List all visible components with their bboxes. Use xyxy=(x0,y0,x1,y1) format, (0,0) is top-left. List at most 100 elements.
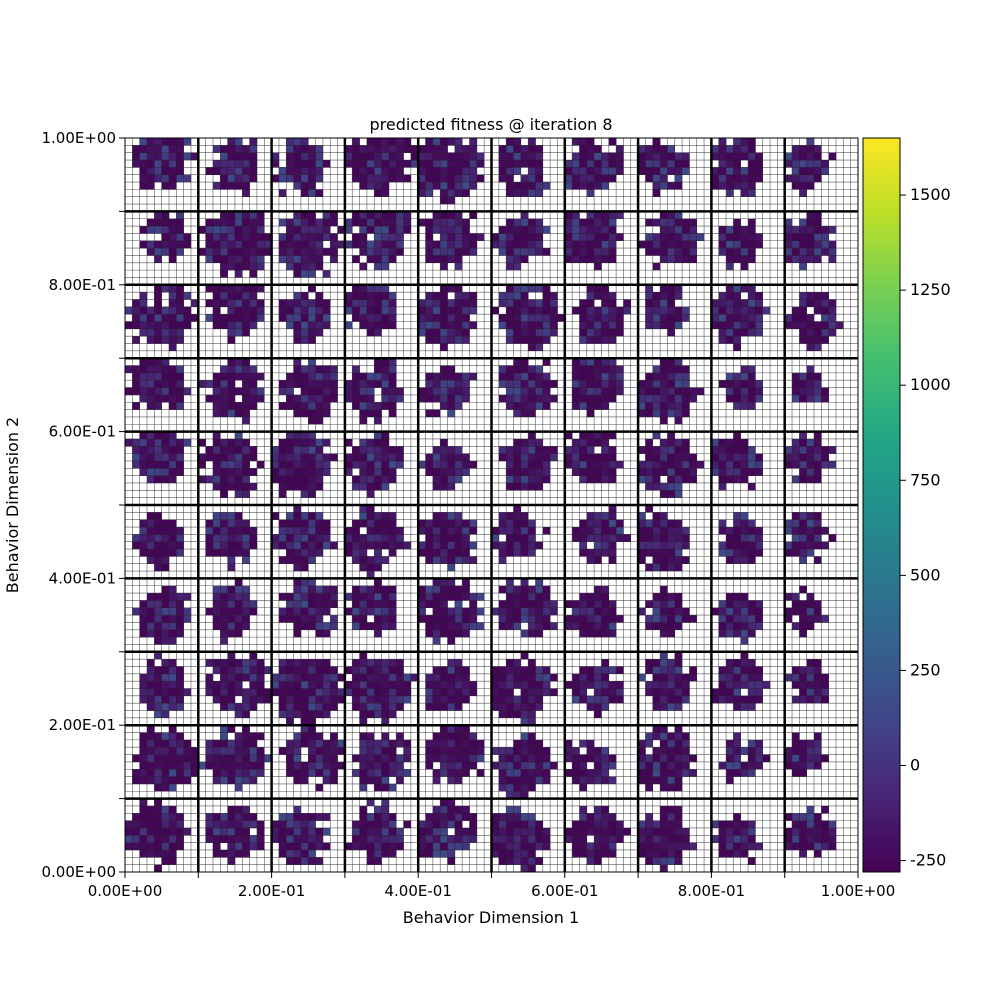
heatmap-cell xyxy=(674,182,683,190)
heatmap-cell xyxy=(146,358,155,366)
heatmap-cell xyxy=(513,306,522,315)
heatmap-cell xyxy=(748,380,756,388)
heatmap-cell xyxy=(440,211,448,219)
heatmap-cell xyxy=(308,622,316,630)
heatmap-cell xyxy=(359,387,368,396)
heatmap-cell xyxy=(513,218,522,227)
heatmap-cell xyxy=(454,827,463,836)
heatmap-cell xyxy=(242,453,250,462)
heatmap-cell xyxy=(506,857,514,865)
heatmap-cell xyxy=(586,409,595,418)
heatmap-cell xyxy=(249,732,258,741)
heatmap-cell xyxy=(220,394,228,403)
heatmap-cell xyxy=(616,372,624,381)
heatmap-cell xyxy=(535,328,544,337)
heatmap-cell xyxy=(454,314,463,322)
heatmap-cell xyxy=(146,431,155,440)
heatmap-cell xyxy=(726,739,734,748)
heatmap-cell xyxy=(381,189,390,197)
heatmap-cell xyxy=(315,292,324,300)
heatmap-cell xyxy=(359,563,368,572)
heatmap-cell xyxy=(168,284,177,293)
heatmap-cell xyxy=(535,240,544,249)
heatmap-cell xyxy=(674,549,683,557)
heatmap-cell xyxy=(168,343,177,352)
heatmap-cell xyxy=(667,358,675,366)
heatmap-cell xyxy=(366,409,375,418)
heatmap-cell xyxy=(821,394,829,403)
heatmap-cell xyxy=(586,292,595,300)
heatmap-cell xyxy=(212,512,221,520)
heatmap-cell xyxy=(535,372,544,381)
heatmap-cell xyxy=(198,761,206,770)
heatmap-cell xyxy=(799,167,807,175)
heatmap-cell xyxy=(293,328,302,337)
heatmap-cell xyxy=(440,747,448,755)
heatmap-cell xyxy=(286,820,294,829)
heatmap-cell xyxy=(674,226,683,234)
heatmap-cell xyxy=(432,688,441,697)
heatmap-cell xyxy=(689,468,697,476)
heatmap-cell xyxy=(748,233,756,241)
heatmap-cell xyxy=(154,549,162,557)
heatmap-cell xyxy=(396,534,404,542)
heatmap-cell xyxy=(638,556,646,564)
heatmap-cell xyxy=(469,167,478,175)
heatmap-cell xyxy=(308,284,316,293)
heatmap-cell xyxy=(132,776,140,785)
heatmap-cell xyxy=(645,240,653,249)
heatmap-cell xyxy=(806,805,815,814)
heatmap-cell xyxy=(432,607,441,616)
heatmap-cell xyxy=(594,372,602,381)
heatmap-cell xyxy=(476,607,485,616)
heatmap-cell xyxy=(315,402,324,410)
heatmap-cell xyxy=(520,666,529,675)
heatmap-cell xyxy=(682,556,690,564)
heatmap-cell xyxy=(535,695,544,704)
heatmap-cell xyxy=(293,673,302,682)
heatmap-cell xyxy=(799,820,807,829)
heatmap-cell xyxy=(374,769,382,777)
heatmap-cell xyxy=(491,813,500,821)
heatmap-cell xyxy=(806,453,815,462)
heatmap-cell xyxy=(528,446,536,454)
heatmap-cell xyxy=(425,299,434,308)
heatmap-cell xyxy=(322,541,331,550)
heatmap-cell xyxy=(366,138,375,146)
heatmap-cell xyxy=(146,805,155,814)
heatmap-cell xyxy=(242,813,250,821)
heatmap-cell xyxy=(256,732,265,741)
heatmap-cell xyxy=(315,372,324,381)
heatmap-cell xyxy=(300,226,309,234)
heatmap-cell xyxy=(256,372,265,381)
heatmap-cell xyxy=(682,739,690,748)
heatmap-cell xyxy=(344,666,353,675)
heatmap-cell xyxy=(249,248,258,256)
heatmap-cell xyxy=(381,306,390,315)
heatmap-cell xyxy=(293,835,302,843)
heatmap-cell xyxy=(322,468,331,476)
heatmap-cell xyxy=(168,849,177,858)
heatmap-cell xyxy=(528,747,536,755)
heatmap-cell xyxy=(161,857,170,865)
heatmap-cell xyxy=(146,321,155,330)
heatmap-cell xyxy=(498,813,507,821)
heatmap-cell xyxy=(396,160,404,168)
heatmap-cell xyxy=(161,380,170,388)
heatmap-cell xyxy=(227,380,236,388)
heatmap-cell xyxy=(586,240,595,249)
heatmap-cell xyxy=(374,438,382,447)
heatmap-cell xyxy=(740,695,749,704)
heatmap-cell xyxy=(315,248,324,256)
heatmap-cell xyxy=(586,233,595,241)
heatmap-cell xyxy=(594,527,602,535)
heatmap-cell xyxy=(344,321,353,330)
heatmap-cell xyxy=(638,167,646,175)
heatmap-cell xyxy=(506,747,514,755)
heatmap-cell xyxy=(278,233,287,241)
heatmap-cell xyxy=(300,659,309,667)
heatmap-cell xyxy=(506,284,514,293)
heatmap-cell xyxy=(447,372,456,381)
heatmap-cell xyxy=(652,468,661,476)
heatmap-cell xyxy=(212,446,221,454)
